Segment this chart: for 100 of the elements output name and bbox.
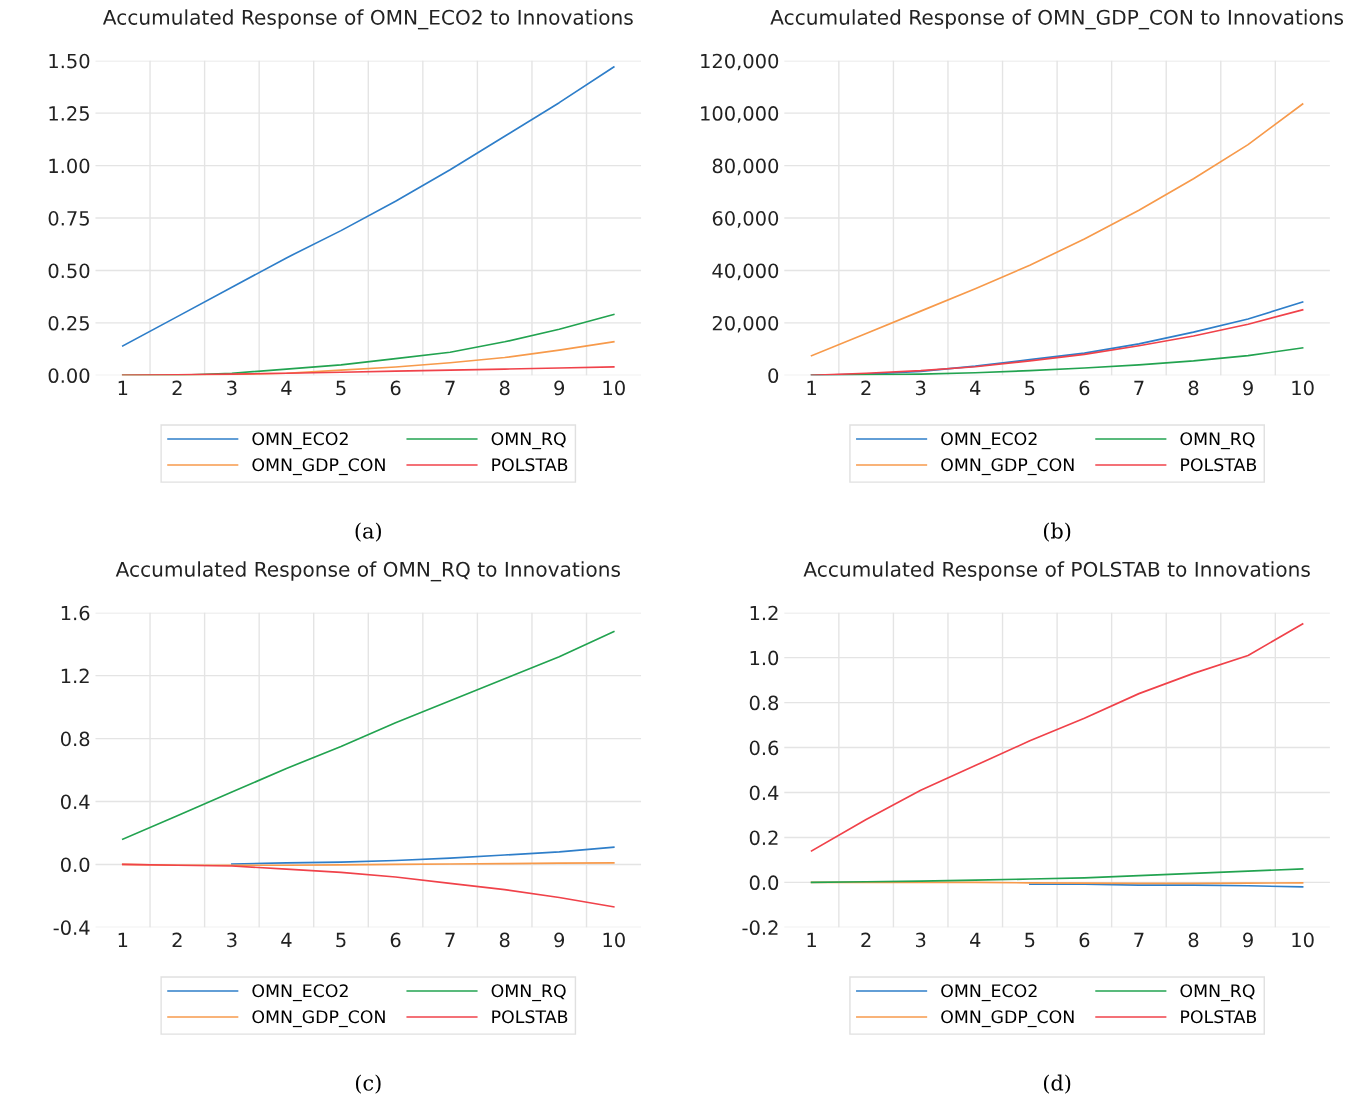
x-tick-label: 4 — [970, 932, 981, 947]
x-tick-label: 7 — [445, 380, 455, 395]
legend-label: OMN_ECO2 — [941, 432, 1037, 450]
x-tick-label: 5 — [336, 932, 346, 948]
y-tick-label: 0.6 — [749, 740, 779, 756]
x-tick-label: 1 — [118, 932, 128, 947]
line-series — [121, 66, 615, 347]
x-tick-label: 5 — [1025, 380, 1035, 396]
x-tick-label: 3 — [227, 932, 237, 948]
legend-label: POLSTAB — [492, 458, 568, 472]
chart-title: Accumulated Response of OMN_GDP_CON to Innovations — [770, 9, 1344, 30]
text: (c) — [355, 1074, 381, 1094]
legend-label: OMN_GDP_CON — [252, 1010, 385, 1028]
y-tick-label: 0.0 — [60, 857, 90, 873]
x-tick-label: 6 — [1079, 932, 1090, 948]
chart-title: Accumulated Response of OMN_RQ to Innovations — [115, 561, 620, 582]
y-tick-label: 80,000 — [712, 158, 779, 176]
x-tick-label: 5 — [1025, 932, 1035, 948]
x-tick-label: 8 — [499, 380, 510, 396]
x-tick-label: 7 — [445, 932, 455, 947]
x-tick-label: 7 — [1134, 932, 1144, 947]
legend-label: OMN_GDP_CON — [941, 1010, 1074, 1028]
x-tick-label: 2 — [861, 932, 871, 947]
y-tick-label: 1.00 — [49, 158, 90, 174]
line-series — [121, 863, 615, 908]
x-tick-label: 8 — [1188, 380, 1199, 396]
x-tick-label: 5 — [336, 380, 346, 396]
y-tick-label: 0.8 — [749, 695, 779, 711]
y-tick-label: -0.4 — [53, 920, 90, 936]
x-tick-label: 1 — [807, 932, 816, 947]
line-series — [121, 366, 615, 376]
legend-label: OMN_RQ — [1180, 432, 1255, 450]
y-tick-label: 1.6 — [61, 605, 90, 621]
line-series — [231, 846, 615, 865]
line-series — [121, 630, 615, 841]
y-tick-label: 0.2 — [749, 830, 778, 846]
x-tick-label: 6 — [1079, 380, 1090, 396]
x-tick-label: 8 — [1188, 932, 1199, 948]
legend-label: OMN_RQ — [491, 984, 566, 1002]
y-tick-label: 1.25 — [49, 106, 89, 121]
y-tick-label: 0.25 — [48, 315, 89, 331]
x-tick-label: 9 — [1243, 932, 1253, 948]
x-tick-label: 9 — [1243, 380, 1253, 396]
y-tick-label: 0.4 — [749, 785, 779, 801]
legend-label: POLSTAB — [1181, 458, 1257, 472]
x-tick-label: 2 — [172, 380, 182, 395]
x-tick-label: 8 — [499, 932, 510, 948]
y-tick-label: 1.2 — [61, 668, 89, 684]
y-tick-label: 1.2 — [750, 605, 778, 621]
y-tick-label: 120,000 — [701, 53, 779, 71]
y-tick-label: 20,000 — [712, 315, 779, 333]
x-tick-label: 2 — [861, 380, 871, 395]
y-tick-label: -0.2 — [742, 920, 778, 936]
y-tick-label: 0.8 — [60, 731, 90, 747]
x-tick-label: 1 — [118, 380, 128, 395]
legend-label: OMN_RQ — [1180, 984, 1255, 1002]
legend-label: OMN_GDP_CON — [941, 458, 1074, 476]
x-tick-label: 3 — [227, 380, 237, 396]
line-series — [810, 103, 1304, 357]
x-tick-label: 9 — [554, 380, 565, 396]
x-tick-label: 3 — [916, 932, 926, 948]
y-tick-label: 40,000 — [712, 263, 779, 281]
x-tick-label: 9 — [554, 932, 565, 948]
x-tick-label: 10 — [603, 380, 625, 396]
x-tick-label: 6 — [390, 380, 401, 396]
x-tick-label: 4 — [281, 380, 292, 395]
chart-title: Accumulated Response of OMN_ECO2 to Innovations — [102, 9, 633, 30]
legend-label: OMN_RQ — [491, 432, 566, 450]
x-tick-label: 1 — [807, 380, 816, 395]
x-tick-label: 2 — [172, 932, 182, 947]
x-tick-label: 7 — [1134, 380, 1144, 395]
legend-label: OMN_ECO2 — [252, 984, 348, 1002]
chart-title: Accumulated Response of POLSTAB to Innovations — [803, 561, 1310, 581]
y-tick-label: 1.50 — [49, 53, 90, 69]
y-tick-label: 1.0 — [750, 650, 779, 666]
y-tick-label: 0.4 — [60, 794, 90, 810]
text: (a) — [355, 522, 381, 542]
y-tick-label: 0.0 — [749, 875, 779, 891]
y-tick-label: 0 — [768, 368, 779, 384]
legend-label: POLSTAB — [492, 1010, 568, 1024]
y-tick-label: 0.00 — [48, 368, 90, 384]
legend-label: OMN_ECO2 — [941, 984, 1037, 1002]
y-tick-label: 0.50 — [48, 263, 90, 279]
text: (d) — [1043, 1074, 1071, 1094]
legend-label: OMN_GDP_CON — [252, 458, 385, 476]
legend-label: POLSTAB — [1181, 1010, 1257, 1024]
x-tick-label: 4 — [970, 380, 981, 395]
x-tick-label: 10 — [1292, 932, 1314, 948]
x-tick-label: 10 — [603, 932, 625, 948]
legend-label: OMN_ECO2 — [252, 432, 348, 450]
text: (b) — [1043, 522, 1071, 542]
x-tick-label: 6 — [390, 932, 401, 948]
y-tick-label: 60,000 — [712, 211, 779, 228]
line-series — [810, 623, 1304, 852]
x-tick-label: 4 — [281, 932, 292, 947]
y-tick-label: 100,000 — [701, 106, 779, 123]
y-tick-label: 0.75 — [48, 211, 89, 226]
x-tick-label: 3 — [916, 380, 926, 396]
x-tick-label: 10 — [1292, 380, 1314, 396]
line-series — [810, 868, 1304, 884]
